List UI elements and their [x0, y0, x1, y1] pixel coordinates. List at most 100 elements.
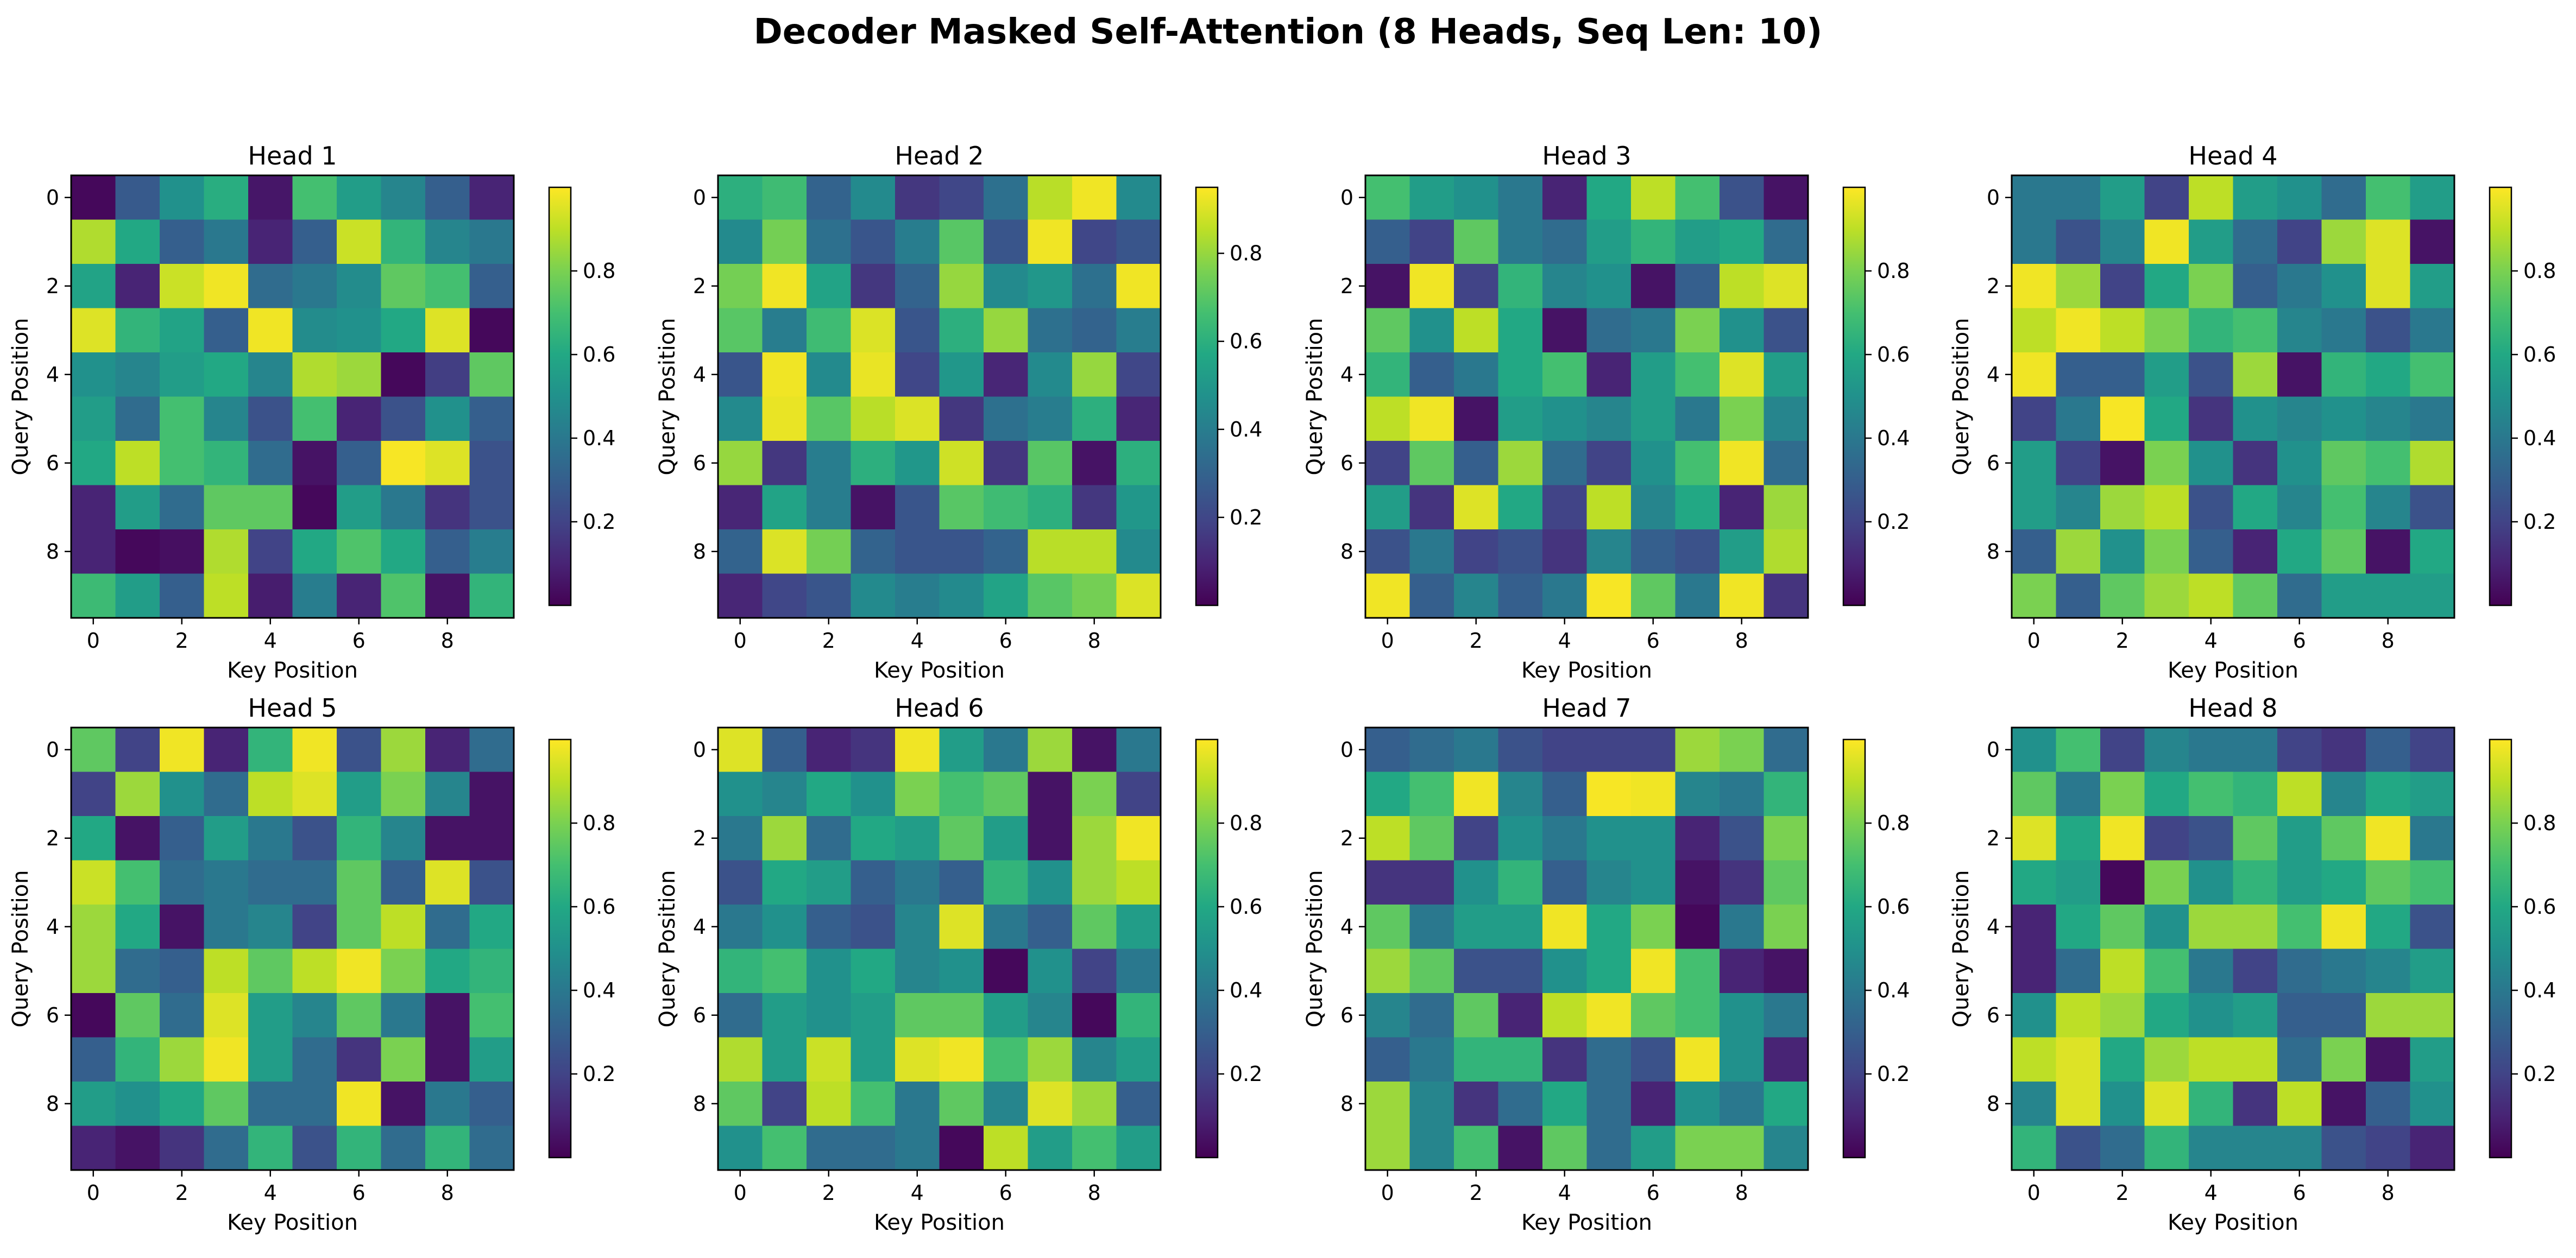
heatmap-cell [2189, 816, 2234, 861]
heatmap-cell [1498, 441, 1543, 486]
heatmap-cell [807, 816, 852, 861]
heatmap-cell [895, 529, 940, 574]
heatmap-cell [1542, 573, 1588, 618]
y-tick-label: 6 [693, 451, 706, 475]
heatmap-cell [1720, 772, 1765, 817]
heatmap-cell [2366, 396, 2411, 441]
heatmap-cell [469, 1126, 514, 1171]
heatmap-cell [1542, 949, 1588, 994]
heatmap-cell [248, 485, 293, 530]
heatmap-cell [71, 993, 116, 1038]
heatmap-cell [337, 816, 382, 861]
heatmap-cell [895, 219, 940, 264]
heatmap-cell [851, 175, 896, 220]
heatmap-cell [381, 816, 426, 861]
heatmap-cell [2321, 529, 2366, 574]
heatmap-cell [939, 905, 984, 950]
heatmap-cell [984, 529, 1029, 574]
y-axis-label: Query Position [1949, 870, 1974, 1027]
heatmap-cell [1763, 993, 1809, 1038]
y-tick-label: 0 [46, 186, 59, 210]
heatmap-cell [1365, 264, 1410, 309]
heatmap-cell [939, 529, 984, 574]
heatmap-cell [2410, 264, 2455, 309]
heatmap-cell [115, 308, 160, 353]
heatmap-cell [2144, 1082, 2189, 1127]
heatmap-cell [2189, 219, 2234, 264]
heatmap-cell [160, 1082, 205, 1127]
y-tick-label: 6 [1340, 451, 1353, 475]
heatmap-cell [939, 175, 984, 220]
heatmap-cell [2144, 485, 2189, 530]
heatmap-cell [1365, 441, 1410, 486]
heatmap-cell [337, 219, 382, 264]
heatmap-cell [2012, 573, 2057, 618]
heatmap-cell [1631, 772, 1676, 817]
heatmap-cell [381, 1082, 426, 1127]
heatmap-cell [1409, 816, 1454, 861]
heatmap-cell [1409, 219, 1454, 264]
heatmap-cell [1675, 529, 1720, 574]
x-tick-label: 0 [2027, 629, 2040, 653]
heatmap-cell [1028, 772, 1073, 817]
colorbar-tick-label: 0.2 [1877, 1062, 1910, 1086]
heatmap-cell [248, 264, 293, 309]
heatmap-cell [381, 573, 426, 618]
heatmap-cell [292, 993, 337, 1038]
plot-frame [717, 726, 1162, 1171]
heatmap-cell [2233, 816, 2278, 861]
heatmap-cell [1542, 1037, 1588, 1082]
heatmap-cell [115, 860, 160, 905]
heatmap-cell [2100, 1037, 2145, 1082]
heatmap-cell [939, 396, 984, 441]
heatmap-cell [292, 728, 337, 773]
heatmap-cell [1631, 905, 1676, 950]
heatmap-cell [204, 175, 249, 220]
heatmap-cell [71, 573, 116, 618]
heatmap-cell [939, 485, 984, 530]
heatmap-cell [2100, 264, 2145, 309]
subplot-title: Head 5 [248, 693, 337, 723]
heatmap-cell [807, 905, 852, 950]
heatmap-cell [425, 1082, 470, 1127]
heatmap-cell [2410, 772, 2455, 817]
heatmap-cell [2321, 728, 2366, 773]
heatmap-cell [160, 1037, 205, 1082]
x-axis-label: Key Position [1521, 658, 1652, 683]
heatmap-cell [248, 529, 293, 574]
heatmap-cell [71, 529, 116, 574]
heatmap-cell [1675, 175, 1720, 220]
heatmap-cell [1072, 175, 1117, 220]
heatmap-panel-3: Head 3 0 2 4 6 8 0 2 4 6 8 Key Position Query Positi… [1302, 141, 1910, 683]
heatmap-cell [292, 396, 337, 441]
x-tick-label: 8 [1735, 1181, 1748, 1205]
heatmap-cell [984, 949, 1029, 994]
heatmap-cell [1028, 485, 1073, 530]
y-axis-label: Query Position [1949, 318, 1974, 475]
heatmap-cell [1498, 219, 1543, 264]
heatmap-cell [469, 728, 514, 773]
x-tick-label: 8 [2382, 1181, 2395, 1205]
heatmap-cell [1454, 772, 1499, 817]
y-axis-label: Query Position [8, 318, 33, 475]
heatmap-cell [2100, 1126, 2145, 1171]
heatmap-cell [292, 772, 337, 817]
y-tick-label: 6 [693, 1003, 706, 1027]
heatmap-cell [984, 1082, 1029, 1127]
y-axis-label: Query Position [8, 870, 33, 1027]
heatmap-cell [1586, 993, 1632, 1038]
y-tick-label: 8 [1340, 540, 1353, 564]
heatmap-cell [1631, 573, 1676, 618]
heatmap-cell [2144, 949, 2189, 994]
heatmap-cell [381, 264, 426, 309]
heatmap-cell [1409, 308, 1454, 353]
heatmap-cell [1631, 352, 1676, 397]
heatmap-cell [1675, 396, 1720, 441]
heatmap-cell [469, 1082, 514, 1127]
heatmap-cell [337, 352, 382, 397]
heatmap-cell [2056, 396, 2101, 441]
heatmap-cell [2144, 573, 2189, 618]
heatmap-cell [851, 352, 896, 397]
x-tick-label: 0 [87, 1181, 100, 1205]
x-tick-label: 4 [264, 1181, 277, 1205]
